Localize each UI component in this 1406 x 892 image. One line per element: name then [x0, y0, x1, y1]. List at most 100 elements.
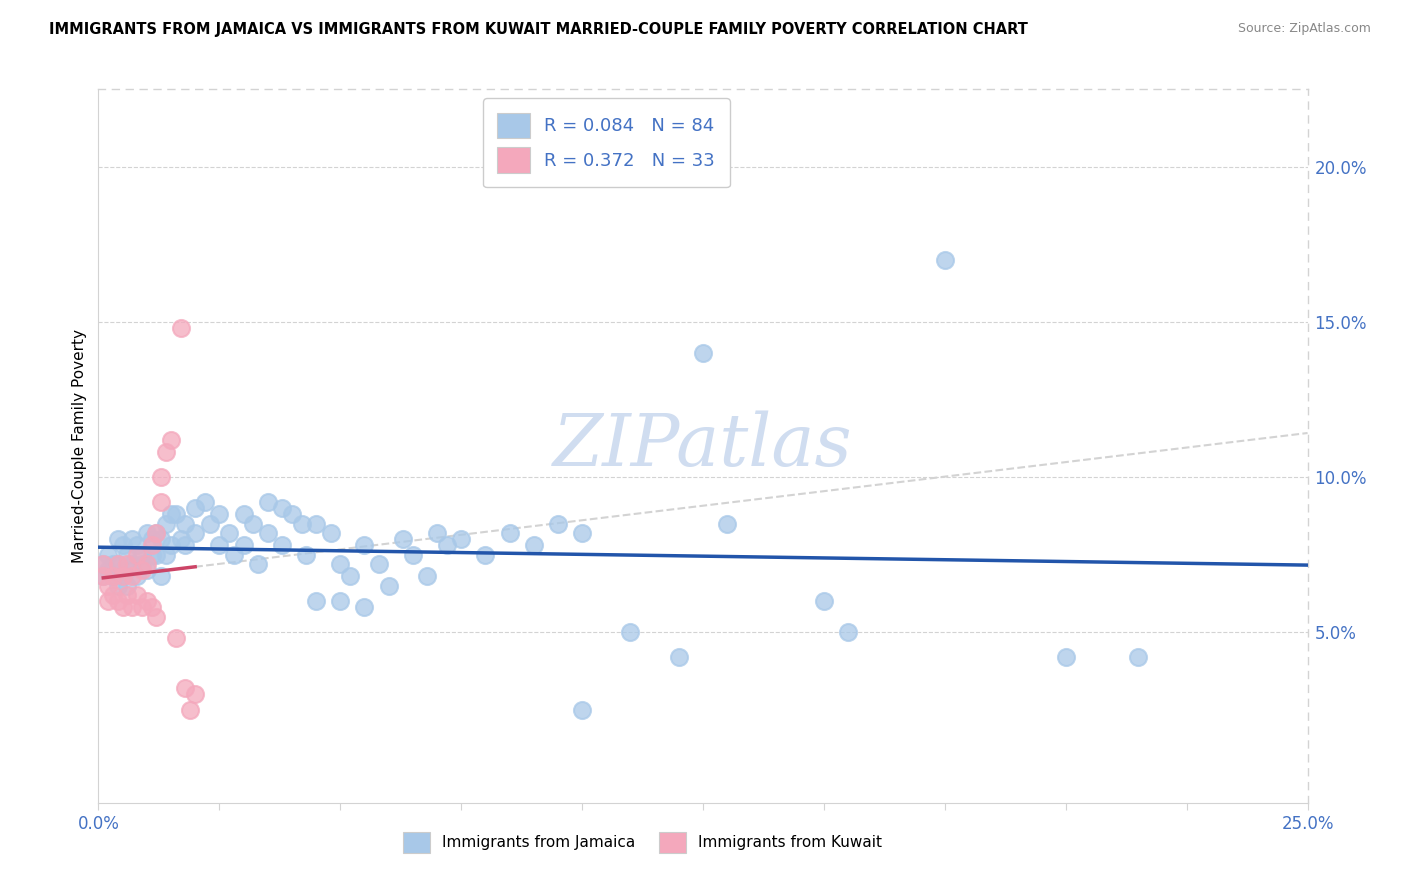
Point	[141, 538, 163, 552]
Point	[145, 548, 167, 562]
Point	[295, 548, 318, 562]
Point	[319, 525, 342, 540]
Point	[135, 557, 157, 571]
Point	[222, 548, 245, 562]
Point	[160, 433, 183, 447]
Point	[117, 579, 139, 593]
Point	[174, 681, 197, 695]
Point	[97, 594, 120, 608]
Point	[498, 525, 520, 540]
Point	[402, 548, 425, 562]
Point	[150, 532, 173, 546]
Text: Source: ZipAtlas.com: Source: ZipAtlas.com	[1237, 22, 1371, 36]
Point	[194, 495, 217, 509]
Point	[91, 569, 114, 583]
Point	[281, 508, 304, 522]
Point	[692, 346, 714, 360]
Point	[169, 532, 191, 546]
Point	[934, 252, 956, 267]
Text: IMMIGRANTS FROM JAMAICA VS IMMIGRANTS FROM KUWAIT MARRIED-COUPLE FAMILY POVERTY : IMMIGRANTS FROM JAMAICA VS IMMIGRANTS FR…	[49, 22, 1028, 37]
Point	[155, 548, 177, 562]
Point	[165, 632, 187, 646]
Point	[121, 600, 143, 615]
Point	[131, 563, 153, 577]
Point	[271, 538, 294, 552]
Point	[547, 516, 569, 531]
Point	[339, 569, 361, 583]
Point	[101, 569, 124, 583]
Point	[107, 557, 129, 571]
Point	[271, 501, 294, 516]
Point	[111, 569, 134, 583]
Point	[91, 557, 114, 571]
Point	[1128, 650, 1150, 665]
Point	[571, 703, 593, 717]
Point	[131, 557, 153, 571]
Point	[131, 548, 153, 562]
Point	[121, 569, 143, 583]
Point	[619, 625, 641, 640]
Point	[160, 538, 183, 552]
Point	[174, 516, 197, 531]
Point	[111, 538, 134, 552]
Point	[155, 516, 177, 531]
Point	[141, 600, 163, 615]
Point	[232, 508, 254, 522]
Point	[329, 557, 352, 571]
Point	[523, 538, 546, 552]
Point	[368, 557, 391, 571]
Point	[155, 445, 177, 459]
Point	[184, 501, 207, 516]
Point	[101, 557, 124, 571]
Point	[232, 538, 254, 552]
Point	[131, 600, 153, 615]
Point	[135, 563, 157, 577]
Legend: Immigrants from Jamaica, Immigrants from Kuwait: Immigrants from Jamaica, Immigrants from…	[396, 825, 889, 859]
Point	[117, 548, 139, 562]
Point	[111, 569, 134, 583]
Point	[1054, 650, 1077, 665]
Point	[184, 525, 207, 540]
Point	[107, 579, 129, 593]
Point	[141, 548, 163, 562]
Point	[247, 557, 270, 571]
Point	[97, 548, 120, 562]
Point	[392, 532, 415, 546]
Point	[353, 538, 375, 552]
Point	[145, 525, 167, 540]
Point	[165, 508, 187, 522]
Point	[97, 579, 120, 593]
Point	[353, 600, 375, 615]
Point	[117, 563, 139, 577]
Point	[135, 594, 157, 608]
Point	[97, 563, 120, 577]
Point	[150, 495, 173, 509]
Point	[135, 525, 157, 540]
Point	[150, 569, 173, 583]
Point	[107, 532, 129, 546]
Point	[91, 557, 114, 571]
Point	[426, 525, 449, 540]
Point	[117, 588, 139, 602]
Point	[145, 525, 167, 540]
Text: ZIPatlas: ZIPatlas	[553, 410, 853, 482]
Point	[813, 594, 835, 608]
Point	[256, 525, 278, 540]
Point	[101, 569, 124, 583]
Point	[436, 538, 458, 552]
Point	[242, 516, 264, 531]
Point	[416, 569, 439, 583]
Point	[127, 569, 149, 583]
Point	[91, 569, 114, 583]
Point	[377, 579, 399, 593]
Point	[127, 588, 149, 602]
Point	[160, 508, 183, 522]
Point	[141, 532, 163, 546]
Point	[837, 625, 859, 640]
Point	[121, 557, 143, 571]
Point	[127, 538, 149, 552]
Point	[256, 495, 278, 509]
Point	[150, 470, 173, 484]
Point	[117, 557, 139, 571]
Point	[290, 516, 312, 531]
